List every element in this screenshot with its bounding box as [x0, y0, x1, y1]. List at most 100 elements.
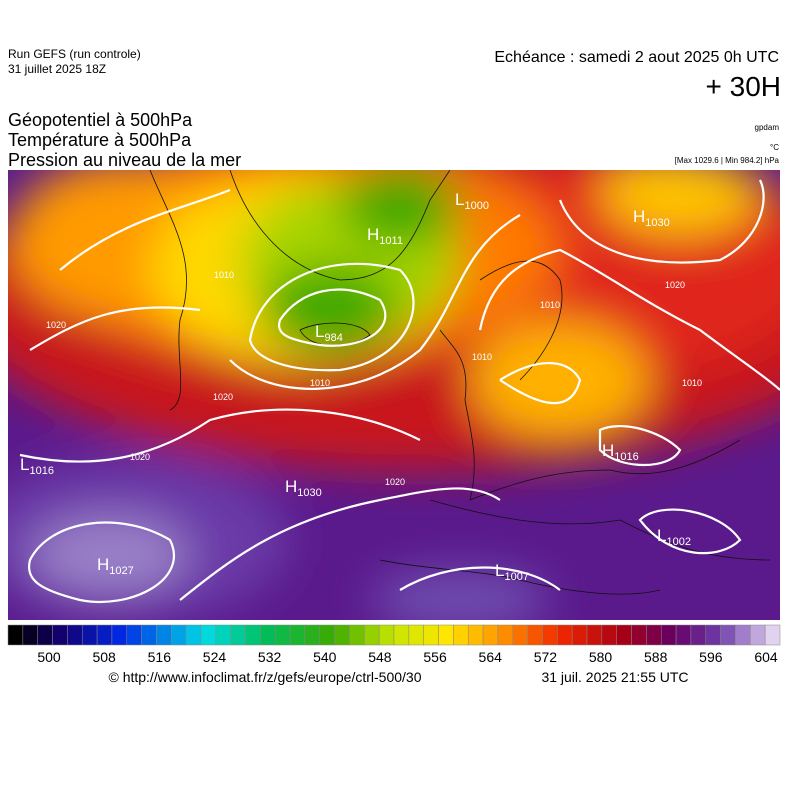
isobar-label: 1020	[665, 280, 685, 290]
colorbar-tick-label: 588	[644, 649, 668, 665]
colorbar-swatch	[304, 624, 321, 646]
pressure-center: H1030	[633, 207, 670, 229]
colorbar-tick-label: 596	[699, 649, 723, 665]
center-pressure: 1007	[504, 571, 528, 583]
isobar-label: 1020	[213, 392, 233, 402]
field-title: Température à 500hPa	[8, 130, 192, 150]
colorbar-swatch	[230, 624, 246, 646]
center-letter: H	[602, 441, 614, 460]
center-letter: L	[455, 190, 464, 209]
colorbar-swatch	[453, 624, 469, 646]
colorbar-tick-label: 540	[313, 649, 337, 665]
pressure-center: L1002	[657, 526, 691, 548]
colorbar-swatch	[378, 624, 395, 646]
colorbar-swatch	[22, 624, 38, 646]
colorbar-tick-label: 548	[368, 649, 392, 665]
isobar-label: 1010	[310, 378, 330, 388]
colorbar-swatch	[364, 624, 380, 646]
center-pressure: 984	[324, 332, 342, 344]
colorbar-swatch	[690, 624, 707, 646]
colorbar-swatch	[735, 624, 751, 646]
colorbar-swatch	[631, 624, 647, 646]
isobar-label: 1020	[46, 320, 66, 330]
colorbar-swatch	[512, 624, 528, 646]
colorbar-swatch	[720, 624, 736, 646]
isobar-label: 1010	[214, 270, 234, 280]
colorbar-swatch	[260, 624, 276, 646]
colorbar-tick-label: 524	[203, 649, 227, 665]
center-letter: H	[285, 477, 297, 496]
colorbar-tick-label: 556	[423, 649, 447, 665]
colorbar-swatch	[571, 624, 588, 646]
center-letter: H	[97, 555, 109, 574]
colorbar-swatch	[467, 624, 484, 646]
center-pressure: 1027	[109, 565, 133, 577]
center-letter: L	[495, 561, 504, 580]
unit-label: °C	[770, 143, 779, 152]
colorbar-swatch	[497, 624, 514, 646]
colorbar-swatch	[96, 624, 113, 646]
colorbar-tick-label: 516	[148, 649, 172, 665]
colorbar-swatch	[408, 624, 424, 646]
colorbar-swatch	[764, 624, 781, 646]
valid-time: Echéance : samedi 2 aout 2025 0h UTC	[494, 49, 779, 66]
unit-label: gpdam	[755, 123, 780, 132]
colorbar-swatch	[646, 624, 662, 646]
colorbar-swatch	[81, 624, 98, 646]
center-letter: L	[20, 455, 29, 474]
pressure-center: L984	[315, 322, 343, 344]
colorbar-swatch	[349, 624, 365, 646]
colorbar-swatch	[423, 624, 439, 646]
colorbar-tick-label: 572	[534, 649, 558, 665]
center-letter: L	[315, 322, 324, 341]
isobar-label: 1010	[682, 378, 702, 388]
isobar-label: 1020	[385, 477, 405, 487]
run-date: 31 juillet 2025 18Z	[8, 62, 106, 76]
pressure-center: L1007	[495, 561, 529, 583]
colorbar-swatch	[660, 624, 677, 646]
colorbar-swatch	[393, 624, 410, 646]
colorbar-tick-label: 564	[479, 649, 503, 665]
center-pressure: 1016	[614, 451, 638, 463]
colorbar-tick-label: 508	[92, 649, 116, 665]
colorbar-swatch	[334, 624, 350, 646]
colorbar-swatch	[616, 624, 632, 646]
center-letter: H	[367, 225, 379, 244]
colorbar-swatch	[111, 624, 128, 646]
isobar-label: 1010	[540, 300, 560, 310]
colorbar-swatch	[542, 624, 558, 646]
colorbar-swatch	[67, 624, 83, 646]
colorbar-swatch	[7, 624, 24, 646]
colorbar-swatch	[557, 624, 573, 646]
colorbar-swatch	[319, 624, 335, 646]
pressure-center: H1016	[602, 441, 639, 463]
pressure-center: H1011	[367, 225, 403, 247]
run-label: Run GEFS (run controle)	[8, 47, 141, 61]
colorbar-swatch	[527, 624, 543, 646]
center-pressure: 1000	[464, 200, 488, 212]
colorbar-tick-label: 532	[258, 649, 282, 665]
isobar-label: 1010	[472, 352, 492, 362]
colorbar-tick-label: 580	[589, 649, 613, 665]
center-letter: L	[657, 526, 666, 545]
center-pressure: 1030	[645, 217, 669, 229]
lead-time: + 30H	[706, 71, 782, 102]
colorbar-swatch	[245, 624, 261, 646]
colorbar-swatch	[289, 624, 306, 646]
colorbar-tick-label: 500	[37, 649, 61, 665]
center-pressure: 1016	[29, 465, 53, 477]
pressure-center: H1030	[285, 477, 322, 499]
colorbar-swatch	[126, 624, 142, 646]
extremes-label: [Max 1029.6 | Min 984.2] hPa	[675, 156, 780, 165]
generated-time: 31 juil. 2025 21:55 UTC	[541, 669, 688, 685]
colorbar: 500 508 516 524 532 540 548 556 564 572 580 588 596 6…	[7, 624, 781, 665]
pressure-center: L1016	[20, 455, 54, 477]
center-pressure: 1030	[297, 487, 321, 499]
colorbar-swatch	[185, 624, 202, 646]
colorbar-swatch	[156, 624, 172, 646]
colorbar-swatch	[200, 624, 217, 646]
colorbar-swatch	[171, 624, 187, 646]
colorbar-tick-label: 604	[754, 649, 778, 665]
